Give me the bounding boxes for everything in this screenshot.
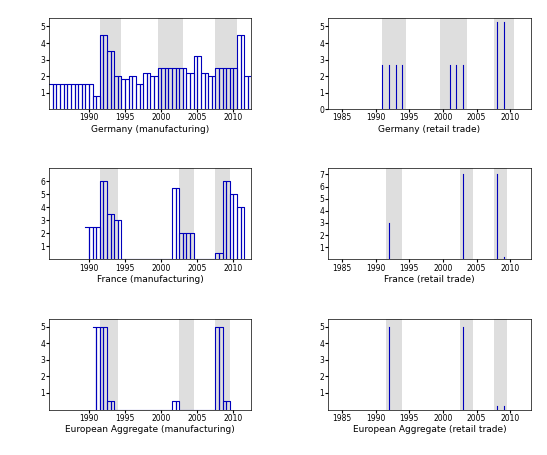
X-axis label: European Aggregate (manufacturing): European Aggregate (manufacturing): [66, 425, 235, 435]
X-axis label: France (manufacturing): France (manufacturing): [97, 275, 203, 284]
Bar: [386, 318, 403, 410]
X-axis label: France (retail trade): France (retail trade): [384, 275, 475, 284]
X-axis label: European Aggregate (retail trade): European Aggregate (retail trade): [353, 425, 507, 435]
Bar: [382, 18, 406, 109]
X-axis label: Germany (manufacturing): Germany (manufacturing): [91, 125, 210, 134]
Bar: [100, 18, 121, 109]
Bar: [179, 168, 194, 259]
X-axis label: Germany (retail trade): Germany (retail trade): [379, 125, 480, 134]
Bar: [179, 318, 194, 410]
Bar: [216, 318, 230, 410]
Bar: [386, 168, 403, 259]
Bar: [100, 168, 118, 259]
Bar: [158, 18, 183, 109]
Bar: [493, 168, 507, 259]
Bar: [460, 168, 473, 259]
Bar: [493, 318, 507, 410]
Bar: [216, 18, 237, 109]
Bar: [100, 318, 118, 410]
Bar: [493, 18, 514, 109]
Bar: [460, 318, 473, 410]
Bar: [440, 18, 467, 109]
Bar: [216, 168, 230, 259]
